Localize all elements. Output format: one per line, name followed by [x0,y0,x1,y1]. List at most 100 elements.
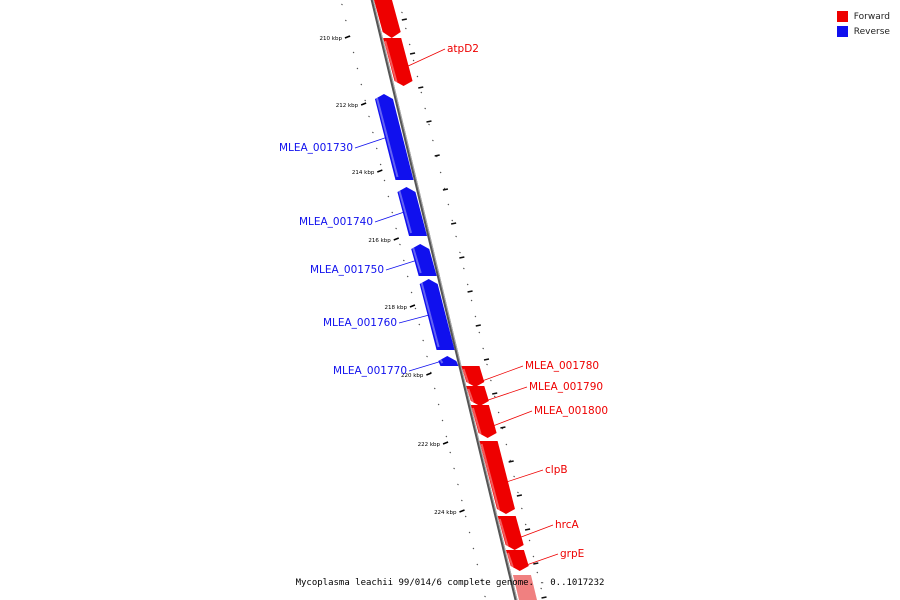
gene-mlea-001780-glyph-shine [462,368,470,384]
ruler-minor-tick-right [493,395,496,398]
ruler-major-tick-right [434,154,440,157]
ruler-minor-tick-right [478,331,481,334]
ruler-major-tick-left [409,304,416,308]
ruler-major-tick-left [344,35,351,39]
gene-mlea-001790-glyph-shine [467,388,474,403]
ruler-minor-tick-left [344,19,347,22]
ruler-major-tick-right [418,86,424,89]
ruler-label: 218 kbp [385,305,408,311]
ruler-minor-tick-right [520,507,523,510]
ruler-minor-tick-right [528,539,531,542]
ruler-minor-tick-left [368,115,370,118]
ruler-major-tick-right [533,562,539,565]
ruler-minor-tick-left [422,339,425,342]
ruler-minor-tick-left [395,227,397,230]
ruler-minor-tick-left [484,595,486,598]
ruler-minor-tick-right [408,43,411,46]
gene-mlea-001760-leader [398,314,430,324]
legend-label-reverse: Reverse [853,26,890,37]
ruler-minor-tick-left [445,435,448,438]
ruler-minor-tick-right [524,523,527,526]
gene-mlea-001740-glyph-shine [398,190,412,234]
ruler-major-tick-right [524,528,531,531]
ruler-major-tick-right [483,358,490,361]
gene-mlea-001740-leader [374,211,405,223]
ruler-minor-tick-right [416,75,419,78]
ruler-label: 212 kbp [336,103,359,109]
ruler-major-tick-left [459,509,465,513]
ruler-major-tick-right [450,222,457,225]
gene-mlea-001730-leader [354,137,387,149]
genome-backbone-highlight [372,0,518,600]
ruler-minor-tick-left [457,483,459,486]
ruler-minor-tick-left [472,547,475,550]
gene-mlea-001750-glyph-shine [412,247,422,274]
reverse-swatch [836,26,848,37]
ruler-minor-tick-right [470,299,473,302]
genome-caption: Mycoplasma leachii 99/014/6 complete gen… [0,578,900,588]
ruler-minor-tick-left [375,147,378,150]
ruler-minor-tick-right [412,59,415,62]
gene-mlea-001760-glyph-shine [420,282,440,348]
ruler-minor-tick-left [468,531,471,534]
gene-grpe-glyph-shine [506,552,514,568]
ruler-minor-tick-right [420,91,423,94]
ruler-minor-tick-left [341,3,343,6]
ruler-minor-tick-right [466,283,469,286]
gene-hrca-leader [519,524,554,538]
ruler-minor-tick-left [406,275,409,278]
gene-mlea-001750-glyph [411,244,437,276]
ruler-major-tick-right [467,290,473,293]
legend-item-reverse: Reverse [836,24,890,39]
ruler-major-tick-right [492,392,498,395]
ruler-minor-tick-right [532,555,535,558]
ruler-minor-tick-right [509,459,512,462]
ruler-minor-tick-left [360,83,363,86]
ruler-minor-tick-right [482,347,485,350]
ruler-minor-tick-left [387,195,390,198]
ruler-minor-tick-left [480,579,483,582]
gene-atpd2-leader [406,48,446,67]
ruler-minor-tick-right [401,11,403,14]
gene-mlea-001740-glyph [397,187,428,236]
ruler-minor-tick-right [536,571,539,574]
ruler-major-tick-right [459,256,465,259]
ruler-minor-tick-left [379,163,382,166]
ruler-minor-tick-left [449,451,452,454]
ruler-minor-tick-left [414,307,417,310]
ruler-major-tick-right [541,596,547,599]
gene-partial-bottom-glyph [512,575,537,600]
gene-mlea-001770-glyph-shine [439,359,444,364]
ruler-minor-tick-left [441,419,444,422]
ruler-minor-tick-right [443,187,446,190]
gene-atpd2-label: atpD2 [447,43,479,55]
ruler-minor-tick-left [383,179,386,182]
ruler-major-tick-right [426,120,432,123]
ruler-minor-tick-right [497,411,500,414]
gene-grpe-label: grpE [560,548,584,560]
ruler-minor-tick-left [402,259,405,262]
ruler-label: 224 kbp [434,510,457,516]
gene-atpd2-glyph-shine [384,40,398,83]
ruler-label: 222 kbp [418,442,441,448]
ruler-label: 210 kbp [320,36,343,42]
ruler-minor-tick-left [352,51,355,54]
ruler-major-tick-left [393,237,400,241]
gene-mlea-001790-label: MLEA_001790 [529,381,603,393]
ruler-minor-tick-right [439,171,442,174]
ruler-minor-tick-right [486,363,488,366]
ruler-label: 220 kbp [401,373,424,379]
gene-mlea-001790-glyph [466,386,489,406]
ruler-minor-tick-right [455,235,457,238]
gene-partial-top-glyph [374,0,401,38]
gene-mlea-001770-leader [408,361,441,372]
gene-mlea-001800-label: MLEA_001800 [534,405,608,417]
ruler-minor-tick-right [517,491,519,494]
gene-mlea-001730-glyph [374,94,414,180]
ruler-minor-tick-left [372,131,374,134]
gene-clpb-leader [506,469,544,483]
ruler-major-tick-right [401,18,407,21]
gene-grpe-glyph [505,550,529,571]
ruler-minor-tick-left [464,515,467,518]
ruler-minor-tick-right [404,27,407,30]
